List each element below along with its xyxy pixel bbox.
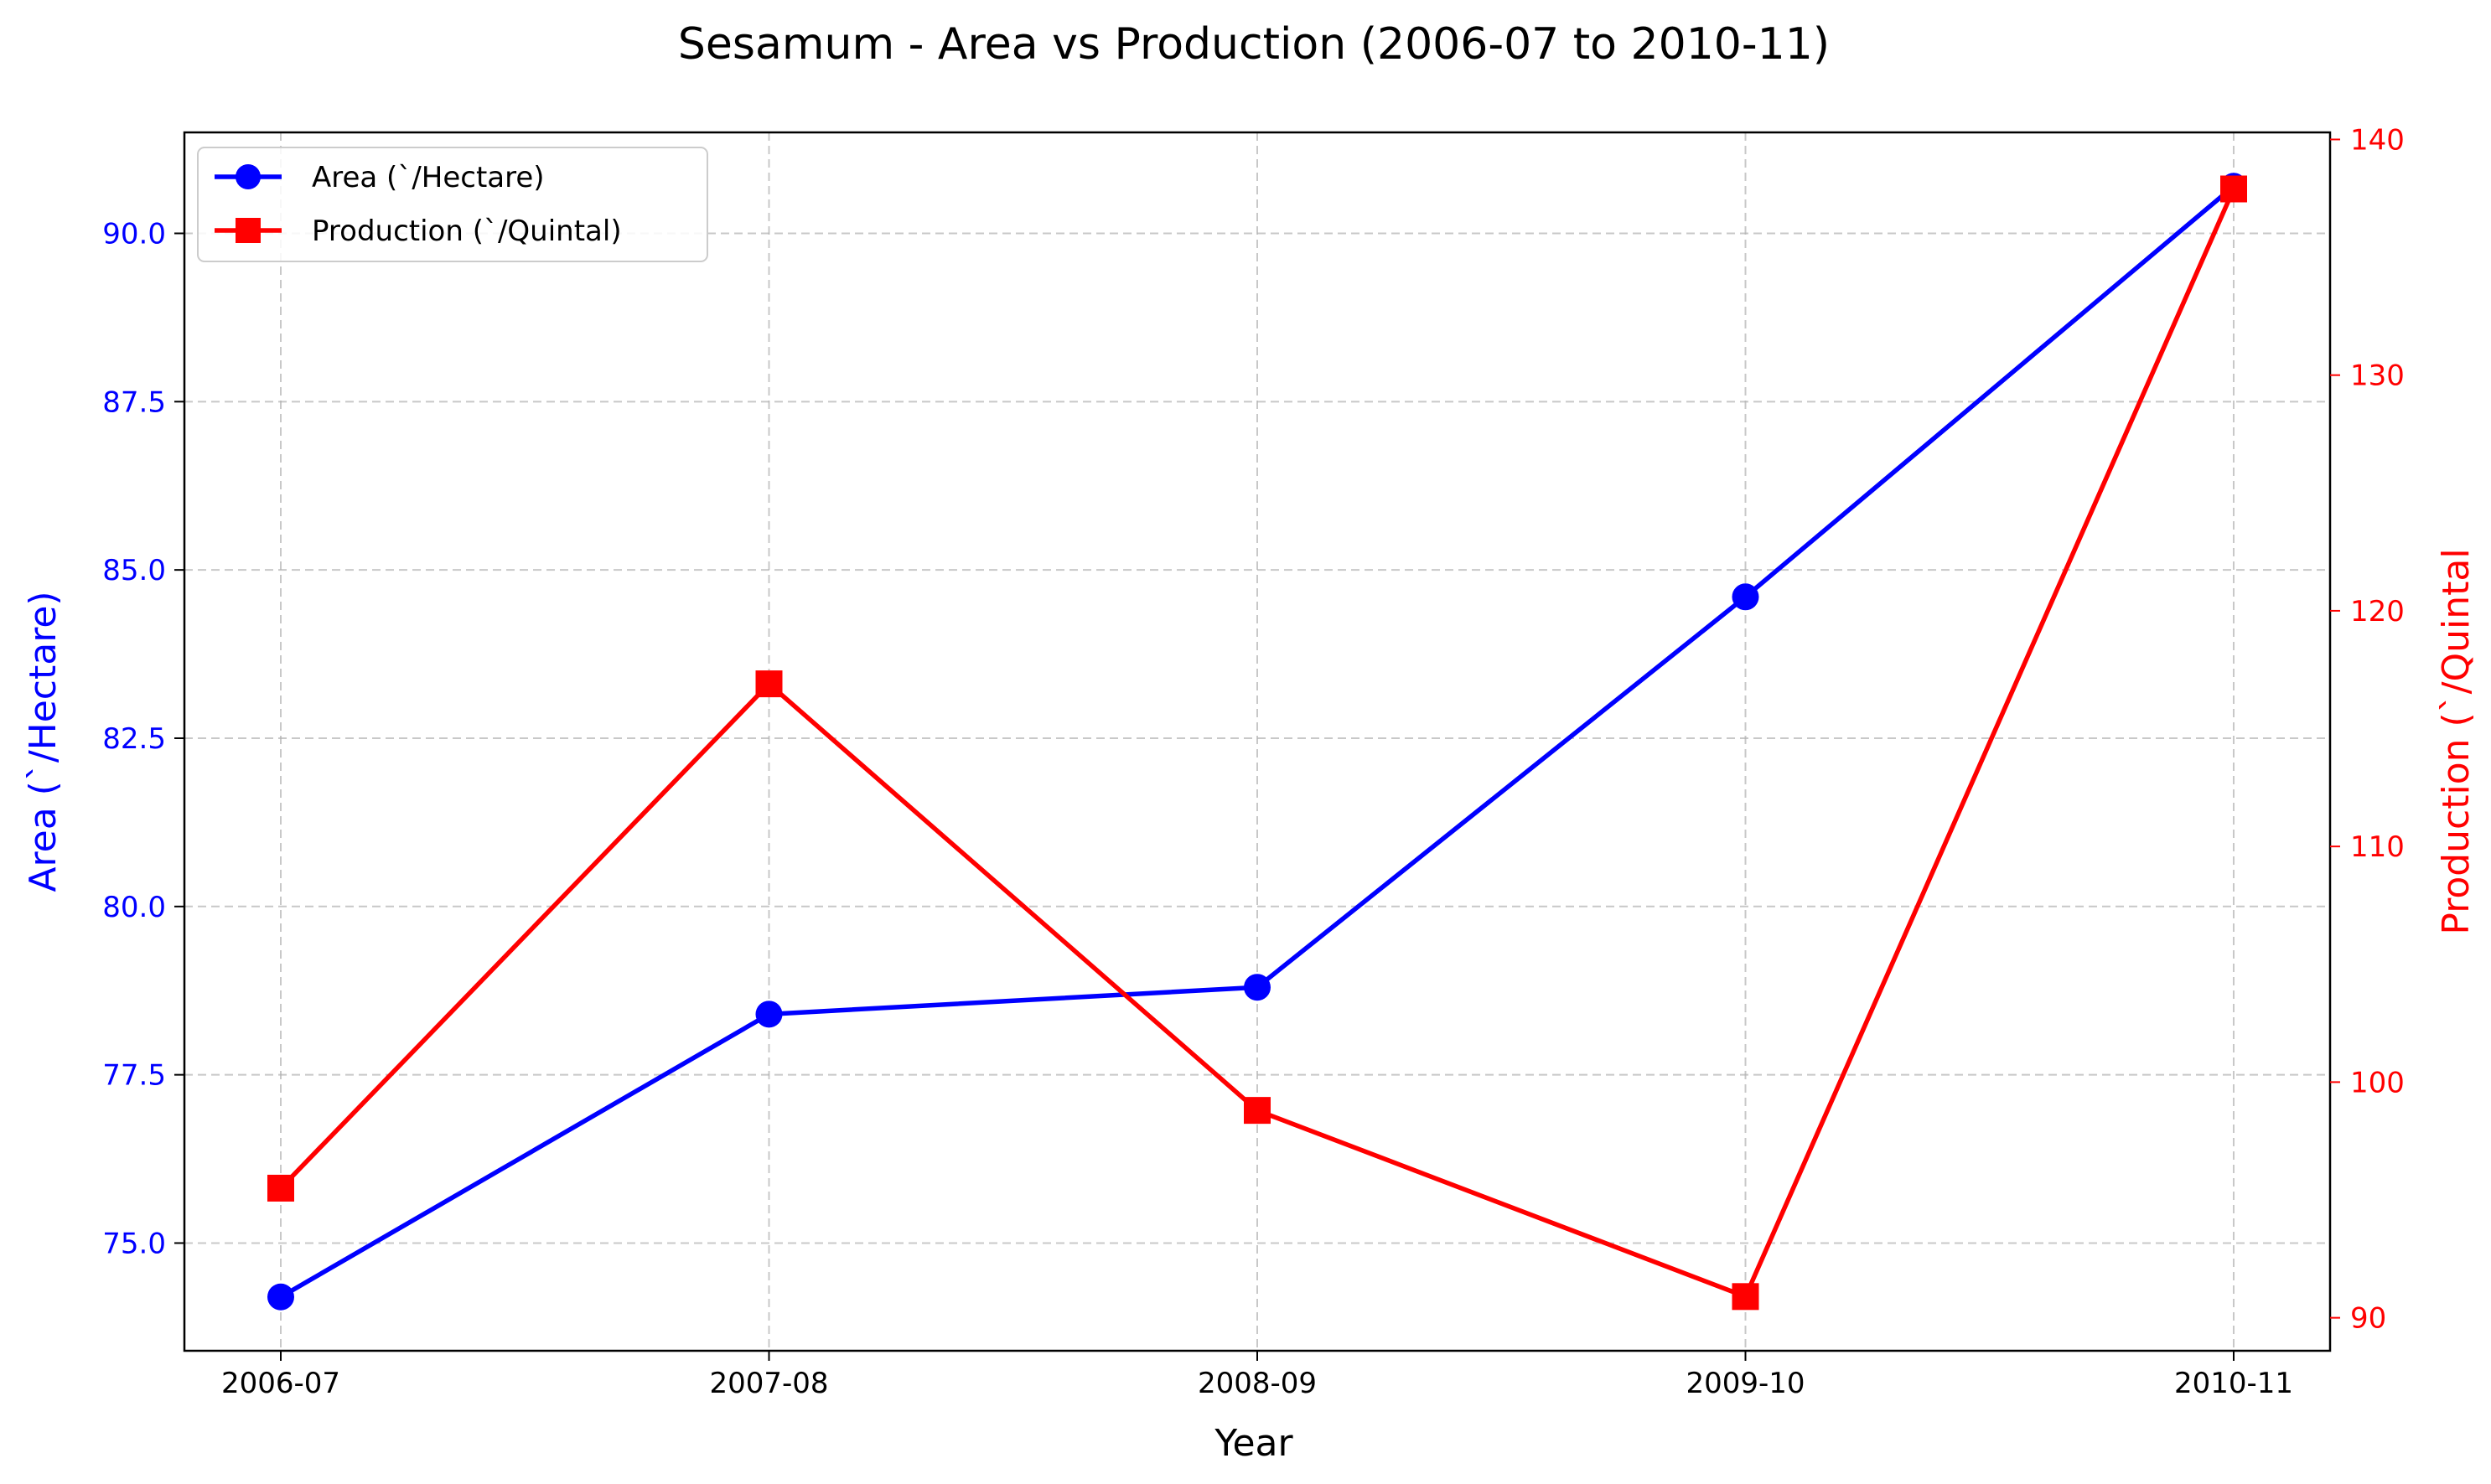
x-tick-label: 2008-09 (1198, 1367, 1317, 1400)
y-right-tick-label: 100 (2350, 1066, 2405, 1099)
y-axis-left-label: Area (`/Hectare) (22, 591, 65, 892)
legend-marker-production (236, 218, 261, 243)
y-axis-right-label: Production (`/Quintal (2435, 548, 2478, 934)
data-point-production (755, 670, 783, 698)
legend-label-production: Production (`/Quintal) (312, 215, 622, 248)
x-axis-label: Year (1214, 1422, 1293, 1465)
data-point-area (267, 1283, 294, 1311)
axes: 2006-07 2007-08 2008-09 2009-10 2010-11 75.0 7… (102, 123, 2405, 1400)
y-left-tick-label: 85.0 (102, 554, 166, 587)
data-point-production (267, 1174, 294, 1202)
legend-marker-area (236, 164, 261, 189)
y-left-tick-label: 87.5 (102, 385, 166, 419)
y-right-tick-label: 120 (2350, 595, 2405, 628)
data-point-area (755, 1001, 783, 1028)
y-left-tick-label: 77.5 (102, 1059, 166, 1093)
data-point-area (1732, 583, 1759, 611)
y-right-tick-label: 140 (2350, 123, 2405, 157)
legend: Area (`/Hectare) Production (`/Quintal) (197, 147, 708, 262)
x-tick-label: 2010-11 (2174, 1367, 2293, 1400)
y-left-tick-label: 82.5 (102, 722, 166, 756)
series-layer (267, 173, 2247, 1311)
y-left-tick-label: 80.0 (102, 891, 166, 924)
chart-title: Sesamum - Area vs Production (2006-07 to… (678, 19, 1830, 70)
y-right-tick-label: 110 (2350, 830, 2405, 864)
grid (184, 132, 2330, 1351)
y-right-tick-label: 90 (2350, 1302, 2386, 1336)
x-tick-label: 2007-08 (709, 1367, 828, 1400)
legend-frame (197, 147, 708, 262)
data-point-production (1244, 1097, 1271, 1125)
y-left-tick-label: 75.0 (102, 1227, 166, 1260)
x-tick-label: 2006-07 (221, 1367, 340, 1400)
y-left-tick-label: 90.0 (102, 217, 166, 251)
data-point-area (1244, 974, 1271, 1001)
data-point-production (2220, 175, 2247, 203)
legend-label-area: Area (`/Hectare) (312, 161, 545, 194)
data-point-production (1732, 1283, 1759, 1311)
x-tick-label: 2009-10 (1686, 1367, 1805, 1400)
y-right-tick-label: 130 (2350, 359, 2405, 393)
